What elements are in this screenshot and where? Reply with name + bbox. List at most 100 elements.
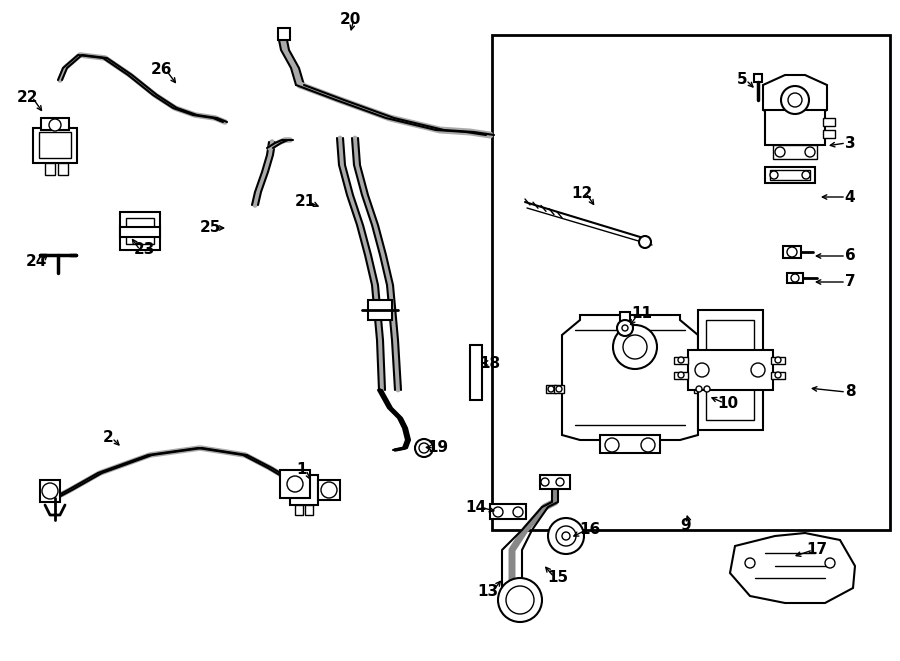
Text: 17: 17 (806, 543, 828, 557)
Circle shape (506, 586, 534, 614)
Bar (688, 350, 773, 390)
Circle shape (562, 532, 570, 540)
Circle shape (704, 386, 710, 392)
Bar (765, 110, 825, 145)
Bar (368, 300, 392, 320)
Bar (470, 345, 482, 400)
Bar (754, 74, 762, 82)
Circle shape (498, 578, 542, 622)
Text: 8: 8 (845, 385, 855, 399)
Circle shape (745, 558, 755, 568)
Bar (674, 372, 688, 379)
Text: 9: 9 (680, 518, 691, 533)
Circle shape (751, 363, 765, 377)
Bar (554, 385, 564, 393)
Text: 13: 13 (477, 584, 499, 600)
Bar (698, 310, 763, 430)
Bar (280, 470, 310, 498)
Circle shape (513, 507, 523, 517)
Bar (290, 475, 318, 505)
Bar (773, 145, 817, 159)
Circle shape (788, 93, 802, 107)
Circle shape (678, 372, 684, 378)
Circle shape (415, 439, 433, 457)
Circle shape (639, 236, 651, 248)
Bar (318, 480, 340, 500)
Bar (823, 130, 835, 138)
Bar (771, 357, 785, 364)
Text: 12: 12 (572, 186, 592, 200)
Bar (783, 246, 801, 258)
Bar (787, 273, 803, 283)
Circle shape (548, 518, 584, 554)
Text: 1: 1 (297, 463, 307, 477)
Bar (546, 385, 556, 393)
Bar (770, 170, 810, 180)
Text: 22: 22 (17, 89, 39, 104)
Text: 16: 16 (580, 522, 600, 537)
Bar (58, 163, 68, 175)
Text: 26: 26 (151, 63, 173, 77)
Circle shape (321, 482, 337, 498)
Circle shape (419, 443, 429, 453)
Circle shape (825, 558, 835, 568)
Bar (620, 312, 630, 324)
Circle shape (775, 147, 785, 157)
Text: 21: 21 (294, 194, 316, 210)
Text: 2: 2 (103, 430, 113, 446)
Bar (771, 372, 785, 379)
Circle shape (548, 386, 554, 392)
Bar (45, 163, 55, 175)
Circle shape (49, 119, 61, 131)
Text: 10: 10 (717, 395, 739, 410)
Bar (278, 28, 290, 40)
Bar (540, 475, 570, 489)
Circle shape (622, 325, 628, 331)
Circle shape (541, 478, 549, 486)
Bar (39, 132, 71, 158)
Circle shape (802, 171, 810, 179)
Circle shape (781, 86, 809, 114)
Bar (41, 118, 69, 130)
Circle shape (641, 438, 655, 452)
Circle shape (617, 320, 633, 336)
Text: 3: 3 (845, 136, 855, 151)
Bar (694, 385, 704, 393)
Text: 7: 7 (845, 274, 855, 290)
Text: 6: 6 (844, 249, 855, 264)
Bar (295, 505, 303, 515)
Bar (600, 435, 660, 453)
Circle shape (775, 357, 781, 363)
Circle shape (623, 335, 647, 359)
Bar (126, 218, 154, 244)
Polygon shape (763, 75, 827, 120)
Text: 11: 11 (632, 307, 652, 321)
Bar (674, 357, 688, 364)
Text: 20: 20 (339, 11, 361, 26)
Circle shape (770, 171, 778, 179)
Bar (120, 227, 160, 237)
Text: 19: 19 (428, 440, 448, 455)
Circle shape (613, 325, 657, 369)
Circle shape (556, 526, 576, 546)
Circle shape (805, 147, 815, 157)
Circle shape (493, 507, 503, 517)
Circle shape (556, 386, 562, 392)
Circle shape (287, 476, 303, 492)
Bar (120, 212, 160, 250)
Text: 14: 14 (465, 500, 487, 514)
Circle shape (556, 478, 564, 486)
Circle shape (791, 274, 799, 282)
Text: 25: 25 (199, 221, 220, 235)
Bar (823, 118, 835, 126)
Circle shape (775, 372, 781, 378)
Text: 4: 4 (845, 190, 855, 204)
Text: 5: 5 (737, 73, 747, 87)
Text: 24: 24 (25, 254, 47, 270)
Text: 15: 15 (547, 570, 569, 584)
Bar (490, 504, 526, 519)
Circle shape (696, 386, 702, 392)
Bar (33, 128, 77, 163)
Text: 18: 18 (480, 356, 500, 371)
Bar (305, 505, 313, 515)
